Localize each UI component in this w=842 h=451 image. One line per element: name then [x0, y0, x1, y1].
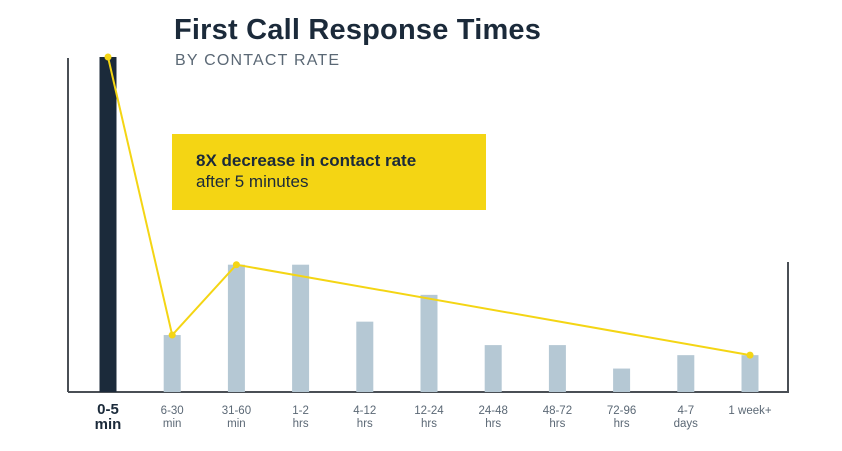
x-tick-label-4-line-0: 4-12 [353, 405, 376, 417]
callout-headline: 8X decrease in contact rate [196, 151, 417, 170]
x-tick-label-8-line-0: 72-96 [607, 405, 636, 417]
bar-0 [99, 57, 117, 392]
x-tick-label-6-line-0: 24-48 [478, 405, 507, 417]
bar-10 [741, 355, 759, 392]
trend-point-0 [104, 53, 112, 61]
x-tick-label-10-line-0: 1 week+ [728, 405, 771, 417]
bar-3 [292, 264, 310, 392]
x-tick-label-2-line-1: min [227, 418, 246, 430]
bar-5 [420, 294, 438, 392]
x-tick-label-3-line-1: hrs [293, 418, 309, 430]
x-tick-label-1-line-0: 6-30 [161, 405, 184, 417]
bar-2 [227, 264, 245, 392]
x-tick-label-5-line-1: hrs [421, 418, 437, 430]
x-tick-label-9-line-1: days [674, 418, 699, 430]
callout-box: 8X decrease in contact rate after 5 minu… [172, 134, 486, 210]
chart-title: First Call Response Times [174, 14, 542, 46]
bar-1 [163, 335, 181, 392]
bar-9 [677, 355, 695, 392]
bar-6 [484, 345, 502, 392]
x-tick-label-8-line-1: hrs [614, 418, 630, 430]
x-tick-label-5-line-0: 12-24 [414, 405, 444, 417]
x-tick-label-6-line-1: hrs [485, 418, 501, 430]
x-tick-label-7-line-0: 48-72 [543, 405, 572, 417]
bar-8 [613, 368, 631, 392]
x-tick-label-1-line-1: min [163, 418, 182, 430]
x-tick-label-4-line-1: hrs [357, 418, 373, 430]
trend-point-2 [232, 261, 240, 269]
chart-subtitle: BY CONTACT RATE [175, 52, 341, 69]
x-tick-label-2-line-0: 31-60 [222, 405, 251, 417]
x-tick-label-0-line-1: min [95, 416, 122, 433]
trend-point-1 [168, 331, 176, 339]
bar-4 [356, 321, 374, 392]
x-tick-label-9-line-0: 4-7 [677, 405, 694, 417]
x-tick-label-3-line-0: 1-2 [292, 405, 309, 417]
trend-point-3 [746, 351, 754, 359]
callout-subtext: after 5 minutes [196, 172, 309, 191]
x-tick-label-0-line-0: 0-5 [97, 401, 119, 418]
trend-line [107, 56, 751, 357]
bar-7 [548, 345, 566, 392]
x-tick-label-7-line-1: hrs [549, 418, 565, 430]
